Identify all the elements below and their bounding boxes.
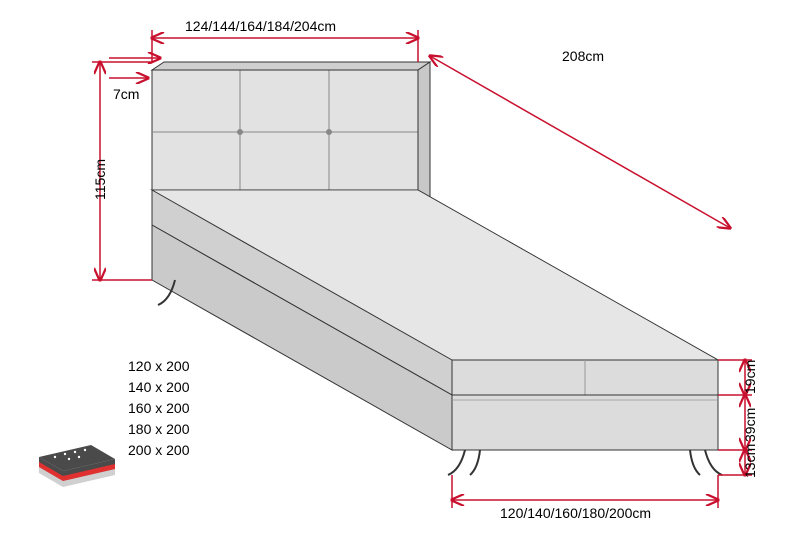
size-option: 180 x 200 bbox=[128, 419, 190, 440]
size-options-list: 120 x 200140 x 200160 x 200180 x 200200 … bbox=[128, 356, 190, 461]
dim-headboard-thickness: 7cm bbox=[113, 86, 139, 102]
dim-headboard-height: 115cm bbox=[92, 159, 108, 200]
size-option: 200 x 200 bbox=[128, 440, 190, 461]
dim-top-depth: 208cm bbox=[562, 48, 604, 64]
size-option: 120 x 200 bbox=[128, 356, 190, 377]
dim-bottom-width: 120/140/160/180/200cm bbox=[500, 505, 651, 521]
dim-mattress-height: 19cm bbox=[742, 360, 758, 394]
bed-diagram bbox=[0, 0, 800, 533]
dim-base-height: 39cm bbox=[742, 408, 758, 442]
size-option: 160 x 200 bbox=[128, 398, 190, 419]
dim-leg-height: 13cm bbox=[742, 444, 758, 478]
bed-base bbox=[152, 190, 718, 450]
size-option: 140 x 200 bbox=[128, 377, 190, 398]
mattress-size-icon bbox=[35, 435, 119, 491]
dim-top-width: 124/144/164/184/204cm bbox=[185, 18, 336, 34]
